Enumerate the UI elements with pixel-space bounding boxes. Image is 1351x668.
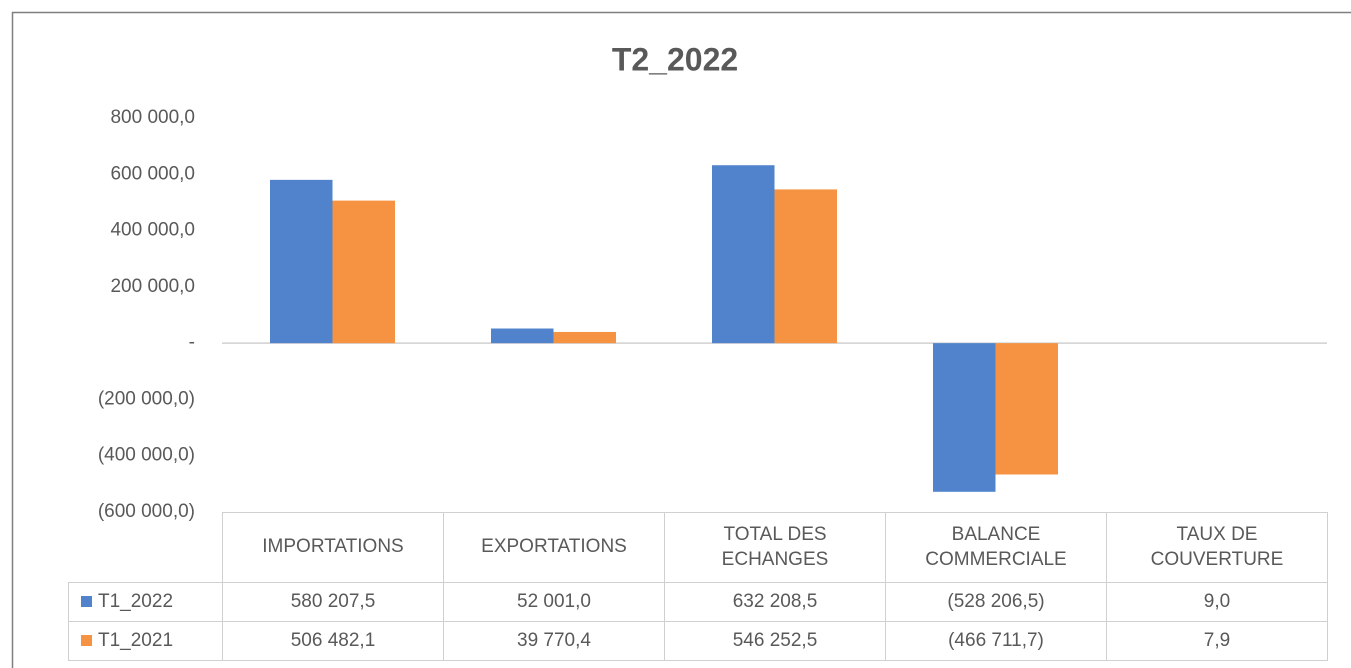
value-label: 52 001,0 (443, 582, 665, 622)
value-label: 546 252,5 (664, 621, 886, 661)
bar (995, 343, 1058, 475)
category-label: TOTAL DES ECHANGES (664, 512, 886, 583)
data-table: IMPORTATIONS EXPORTATIONS TOTAL DES ECHANG… (68, 512, 1328, 661)
value-label: 7,9 (1106, 621, 1328, 661)
legend-label: T1_2022 (98, 591, 174, 612)
value-label: 506 482,1 (222, 621, 444, 661)
y-tick-label: (200 000,0) (98, 388, 195, 409)
y-tick-label: 400 000,0 (110, 220, 195, 241)
y-tick-label: (400 000,0) (98, 445, 195, 466)
category-label: BALANCE COMMERCIALE (885, 512, 1107, 583)
bar (774, 189, 837, 344)
y-tick-label: 200 000,0 (110, 276, 195, 297)
bar (712, 165, 775, 344)
bar (332, 200, 395, 344)
value-label: 9,0 (1106, 582, 1328, 622)
y-tick-label: - (189, 332, 195, 353)
table-row: T1_2022 580 207,5 52 001,0 632 208,5 (528 20… (68, 582, 1328, 622)
legend-entry: T1_2022 (68, 582, 223, 622)
table-header-row: IMPORTATIONS EXPORTATIONS TOTAL DES ECHANG… (68, 512, 1328, 583)
category-label: TAUX DE COUVERTURE (1106, 512, 1328, 583)
value-label: 580 207,5 (222, 582, 444, 622)
legend-entry: T1_2021 (68, 621, 223, 661)
bar (553, 331, 616, 344)
y-tick-label: 600 000,0 (110, 163, 195, 184)
bar (933, 343, 996, 492)
y-tick-label: 800 000,0 (110, 107, 195, 128)
table-corner (68, 512, 223, 583)
legend-label: T1_2021 (98, 630, 174, 651)
value-label: (466 711,7) (885, 621, 1107, 661)
bar (270, 179, 333, 344)
legend-key (81, 635, 92, 646)
legend-key (81, 596, 92, 607)
category-label: EXPORTATIONS (443, 512, 665, 583)
table-row: T1_2021 506 482,1 39 770,4 546 252,5 (466 71… (68, 621, 1328, 661)
category-label: IMPORTATIONS (222, 512, 444, 583)
value-label: 39 770,4 (443, 621, 665, 661)
chart-title: T2_2022 (612, 41, 738, 77)
value-label: (528 206,5) (885, 582, 1107, 622)
value-label: 632 208,5 (664, 582, 886, 622)
bar (491, 328, 554, 344)
